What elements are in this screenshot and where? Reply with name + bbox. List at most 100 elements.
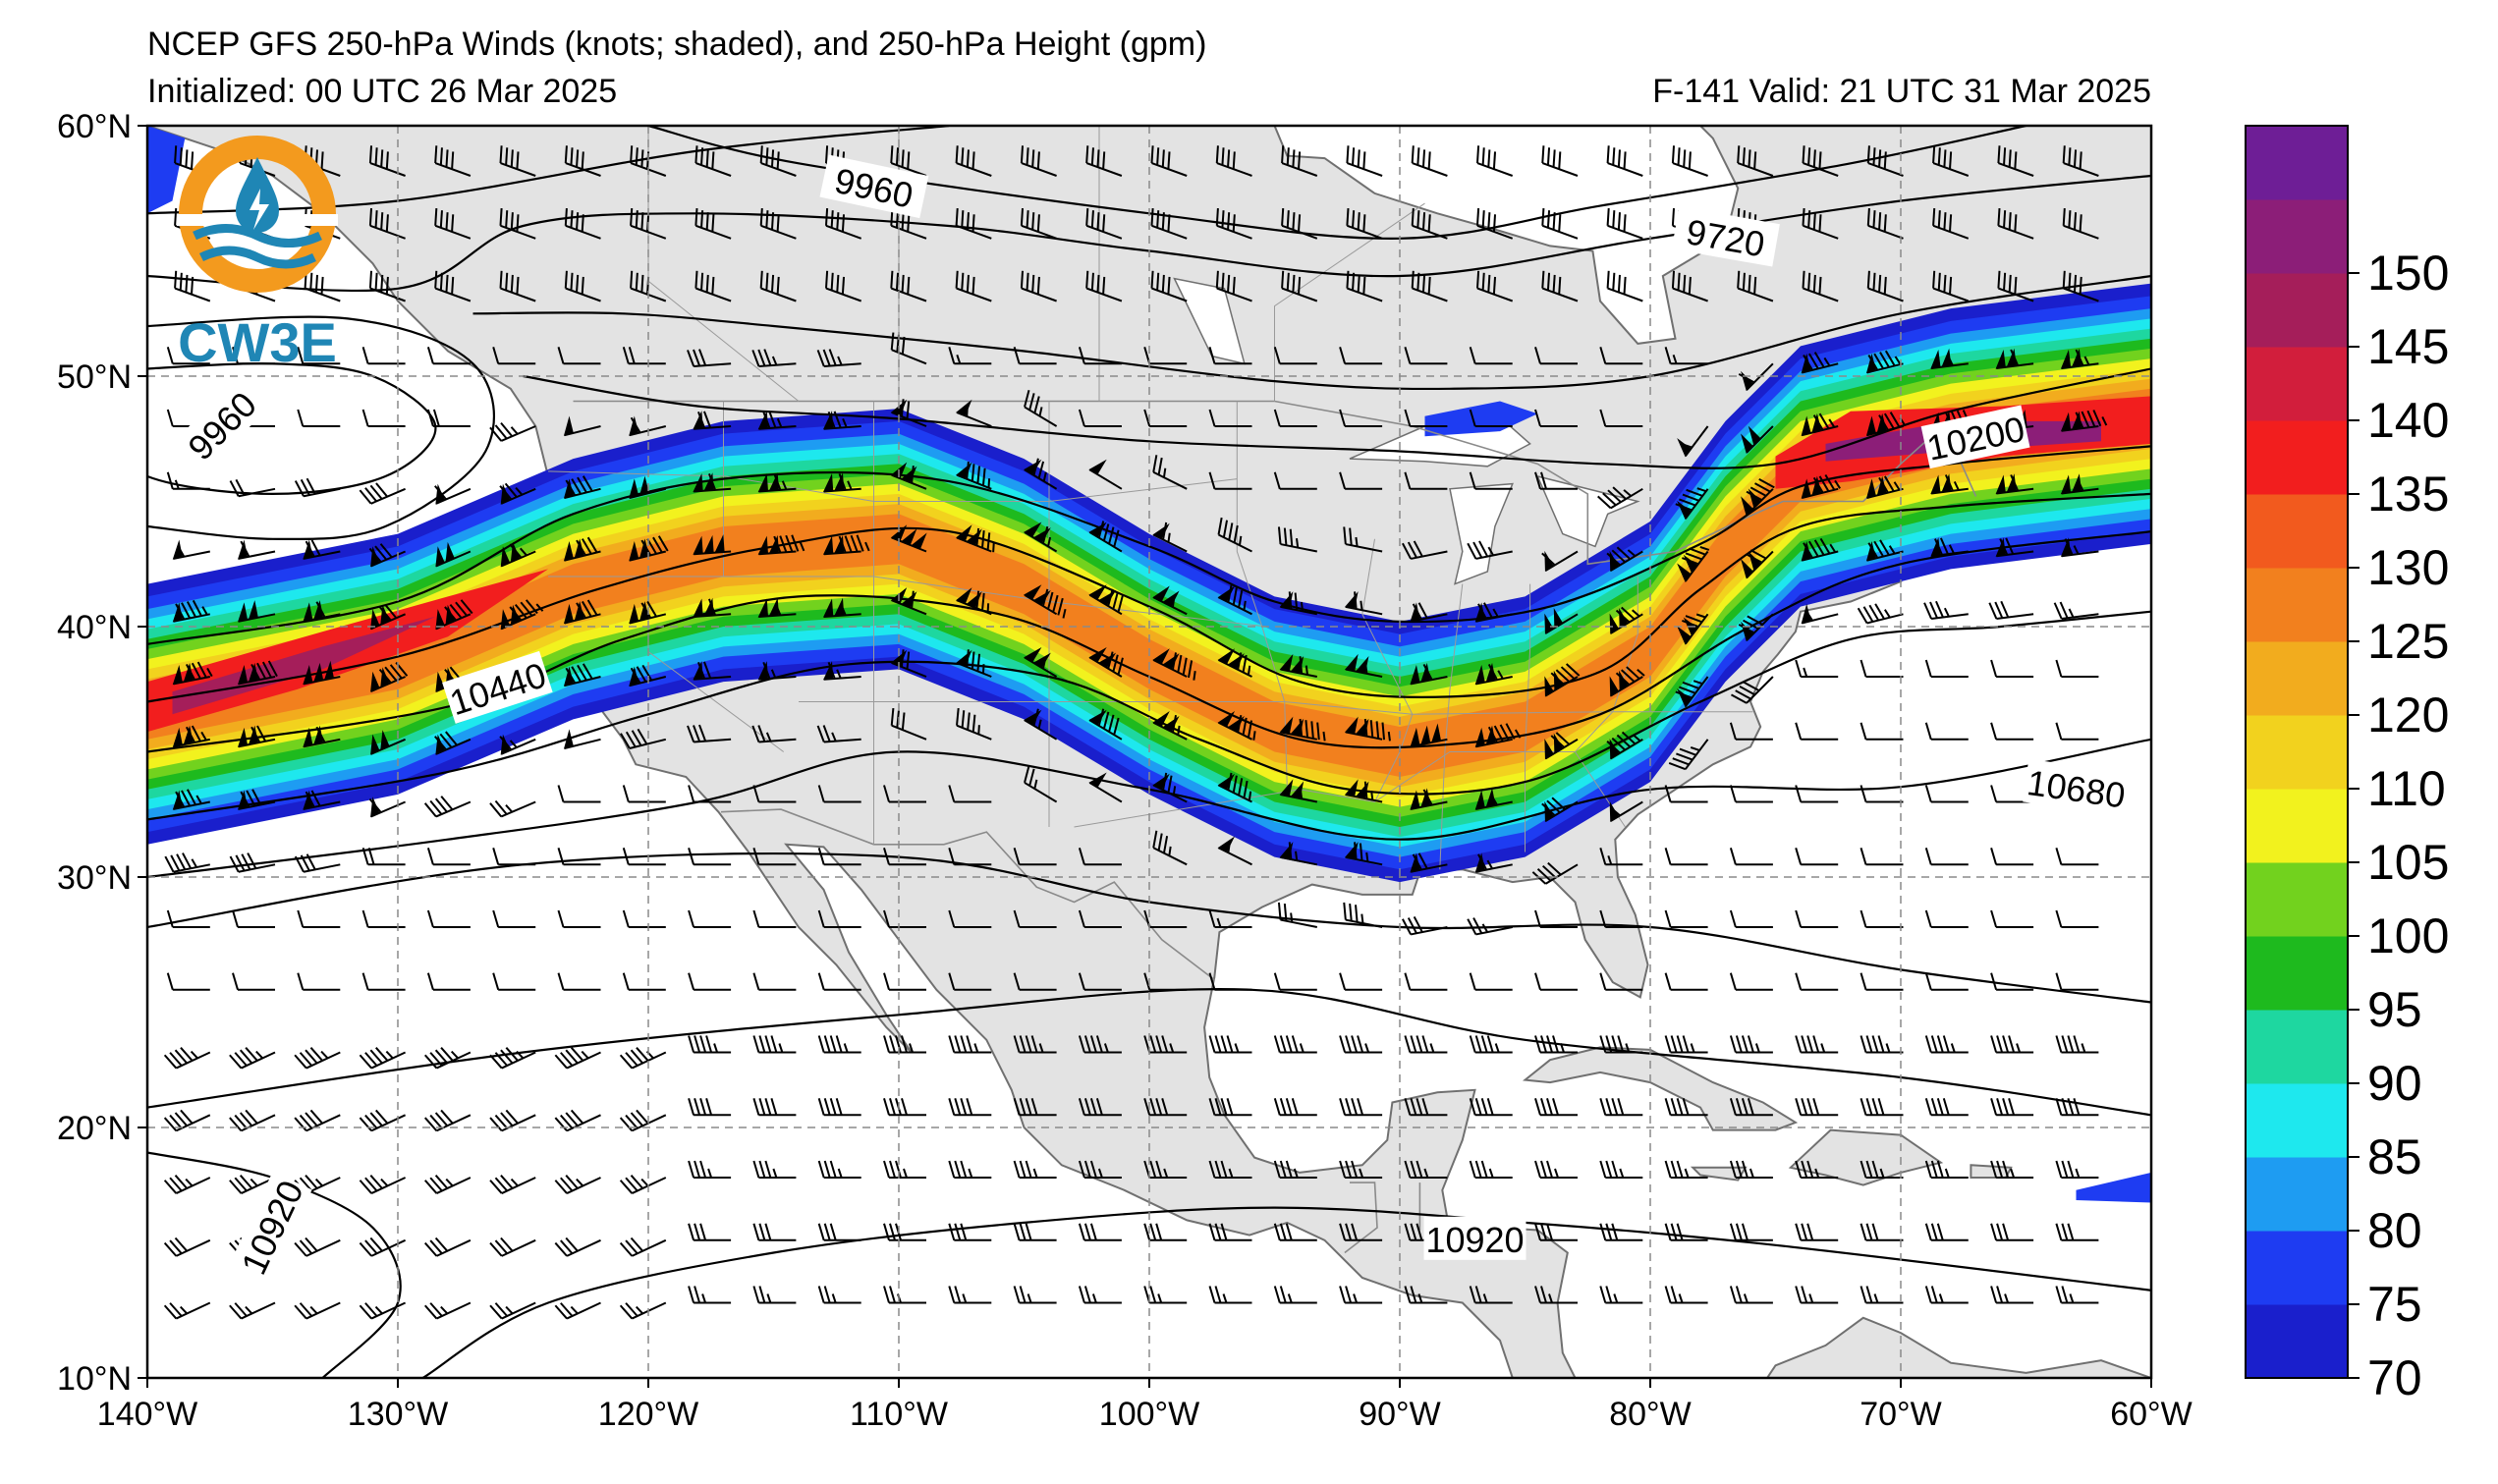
logo-wave-icon	[193, 224, 322, 247]
wind-patch-caribbean	[2076, 1172, 2151, 1203]
wind-barb	[822, 472, 861, 493]
wind-barb	[492, 972, 536, 991]
wind-barb	[426, 909, 471, 928]
lon-tick-label: 80°W	[1609, 1396, 1692, 1433]
wind-barb	[554, 1301, 601, 1320]
wind-barb	[1729, 722, 1773, 741]
wind-barb	[817, 1286, 861, 1304]
wind-barb	[1865, 350, 1904, 374]
wind-barb	[557, 347, 601, 365]
wind-barb	[1273, 1160, 1317, 1179]
colorbar-label: 135	[2367, 467, 2449, 522]
wind-barb	[294, 1046, 341, 1070]
wind-barb	[1668, 739, 1709, 771]
wind-barb	[1152, 455, 1188, 490]
wind-barb	[629, 475, 667, 499]
wind-barb	[1343, 902, 1383, 928]
wind-barb	[1534, 471, 1578, 490]
wind-barb	[1801, 352, 1839, 374]
colorbar-label: 100	[2367, 908, 2449, 963]
wind-barb	[229, 1301, 276, 1320]
wind-barb	[563, 663, 601, 687]
wind-barb	[1404, 1035, 1448, 1054]
wind-barb	[554, 1046, 601, 1070]
wind-barb	[1279, 591, 1317, 616]
wind-barb	[752, 1035, 797, 1054]
wind-barb	[883, 1160, 926, 1179]
wind-barb	[492, 909, 536, 928]
wind-barb	[1802, 270, 1839, 302]
wind-barb	[948, 785, 992, 803]
wind-barb	[2055, 1160, 2099, 1179]
wind-barb	[1273, 471, 1317, 490]
wind-barb	[948, 1223, 992, 1241]
wind-barb	[1404, 409, 1448, 427]
wind-barb	[2055, 1286, 2099, 1304]
wind-barb	[1281, 145, 1318, 177]
wind-barb	[883, 848, 926, 866]
wind-barb	[1346, 270, 1383, 302]
wind-barb	[1404, 972, 1448, 991]
wind-barb	[2053, 601, 2099, 620]
colorbar-segment	[2246, 1010, 2348, 1084]
wind-barb	[620, 728, 667, 749]
wind-barb	[817, 1035, 861, 1054]
colorbar-label: 70	[2367, 1350, 2422, 1405]
wind-barb	[229, 852, 276, 873]
wind-barb	[1024, 522, 1058, 553]
wind-barb	[1741, 549, 1774, 579]
wind-barb	[1344, 716, 1391, 742]
wind-barb	[370, 730, 406, 755]
wind-barb	[163, 1301, 211, 1320]
wind-barb	[1599, 409, 1643, 427]
wind-barb	[1924, 1286, 1969, 1304]
wind-barb	[948, 1286, 992, 1304]
wind-barb	[361, 848, 406, 866]
wind-barb	[688, 1223, 732, 1241]
logo-text: CW3E	[178, 311, 337, 373]
wind-barb	[1606, 145, 1643, 177]
colorbar-label: 80	[2367, 1203, 2422, 1258]
wind-barb	[1208, 1160, 1252, 1179]
wind-barb	[229, 1046, 276, 1070]
wind-barb	[948, 848, 992, 866]
wind-barb	[1339, 471, 1383, 490]
wind-barb	[948, 1098, 992, 1117]
wind-barb	[563, 729, 601, 749]
colorbar-segment	[2246, 1304, 2348, 1379]
wind-barb	[294, 1301, 341, 1320]
wind-barb	[1088, 772, 1123, 803]
colorbar-segment	[2246, 715, 2348, 790]
wind-barb	[1990, 1223, 2034, 1241]
cuba	[1522, 1046, 1799, 1131]
wind-barb	[1599, 1035, 1643, 1054]
contour-label-text: 10920	[1425, 1220, 1524, 1260]
wind-barb	[2055, 972, 2099, 991]
wind-barb	[822, 534, 870, 556]
wind-barb	[956, 524, 995, 553]
wind-barb	[1215, 145, 1252, 177]
wind-barb	[166, 972, 210, 991]
wind-barb	[1923, 600, 1969, 620]
wind-barb	[1741, 478, 1775, 517]
height-contour-12	[421, 1206, 2151, 1378]
wind-barb	[1279, 716, 1326, 742]
wind-barb	[1606, 731, 1643, 760]
colorbar-segment	[2246, 789, 2348, 863]
wind-barb	[237, 660, 278, 686]
wind-barb	[1152, 648, 1196, 681]
wind-barb	[434, 145, 472, 177]
wind-barb	[956, 649, 992, 678]
wind-barb	[1404, 1098, 1448, 1117]
wind-barb	[1795, 909, 1839, 928]
wind-barb	[434, 731, 472, 755]
wind-barb	[752, 909, 797, 928]
wind-barb	[1866, 270, 1904, 302]
wind-barb	[1411, 208, 1448, 240]
wind-barb	[1534, 1098, 1578, 1117]
wind-barb	[751, 725, 797, 743]
wind-barb	[1078, 1035, 1122, 1054]
wind-barb	[1410, 723, 1448, 748]
wind-barb	[688, 1286, 732, 1304]
wind-barb	[1088, 646, 1124, 678]
